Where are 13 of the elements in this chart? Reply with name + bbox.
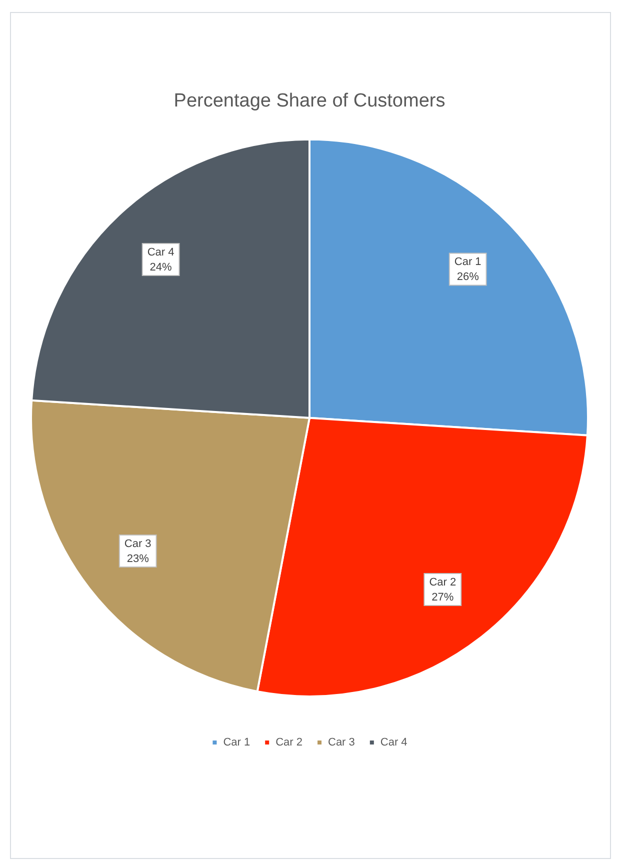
slice-label: Car 3 (124, 538, 152, 550)
slice-label: Car 1 (454, 256, 482, 268)
data-label: 24% (150, 262, 172, 274)
legend-label: Car 2 (276, 736, 303, 749)
legend-label: Car 3 (328, 736, 355, 749)
legend-label: Car 1 (223, 736, 250, 749)
data-label: 27% (432, 592, 454, 604)
slice-label: Car 2 (429, 576, 456, 589)
data-label: 26% (456, 271, 480, 284)
data-label: 23% (126, 553, 150, 566)
chart-title: Percentage Share of Customers (174, 90, 446, 112)
legend-label: Car 4 (380, 736, 408, 749)
slice-label: Car 4 (147, 246, 174, 259)
